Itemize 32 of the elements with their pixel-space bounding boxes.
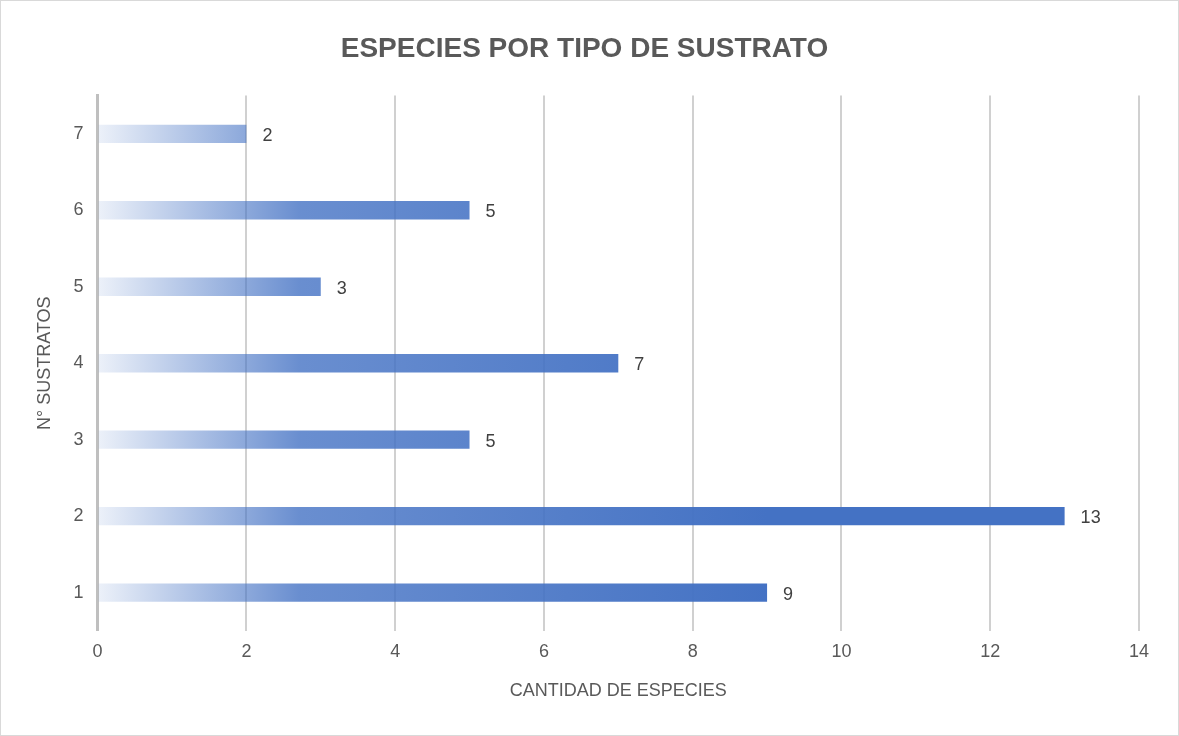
data-label: 3 [336, 277, 347, 298]
data-label: 5 [485, 430, 496, 451]
y-tick-label: 5 [73, 275, 84, 296]
x-tick-label: 0 [92, 640, 103, 661]
bar [98, 277, 321, 296]
y-tick-label: 6 [73, 199, 84, 220]
y-axis-title: N° SUSTRATOS [33, 296, 54, 430]
data-label: 13 [1080, 507, 1101, 528]
y-tick-label: 2 [73, 505, 84, 526]
bar [98, 583, 768, 602]
x-tick-label: 4 [390, 640, 401, 661]
x-axis-title: CANTIDAD DE ESPECIES [509, 680, 727, 701]
bar [98, 506, 1065, 526]
bar [98, 354, 619, 373]
data-label: 9 [783, 583, 794, 604]
y-tick-label: 1 [73, 581, 84, 602]
x-tick-label: 14 [1128, 640, 1150, 661]
chart-title: ESPECIES POR TIPO DE SUSTRATO [340, 31, 829, 63]
x-tick-label: 8 [687, 640, 698, 661]
x-tick-label: 6 [538, 640, 549, 661]
y-tick-label: 3 [73, 428, 84, 449]
bar [98, 201, 470, 220]
y-tick-label: 7 [73, 122, 84, 143]
x-tick-label: 10 [831, 640, 852, 661]
data-label: 7 [634, 354, 645, 375]
y-tick-label: 4 [73, 352, 84, 373]
data-label: 2 [262, 124, 273, 145]
bar [98, 124, 247, 143]
x-tick-label: 12 [980, 640, 1001, 661]
x-tick-label: 2 [241, 640, 252, 661]
bar [98, 430, 470, 449]
data-label: 5 [485, 201, 496, 222]
